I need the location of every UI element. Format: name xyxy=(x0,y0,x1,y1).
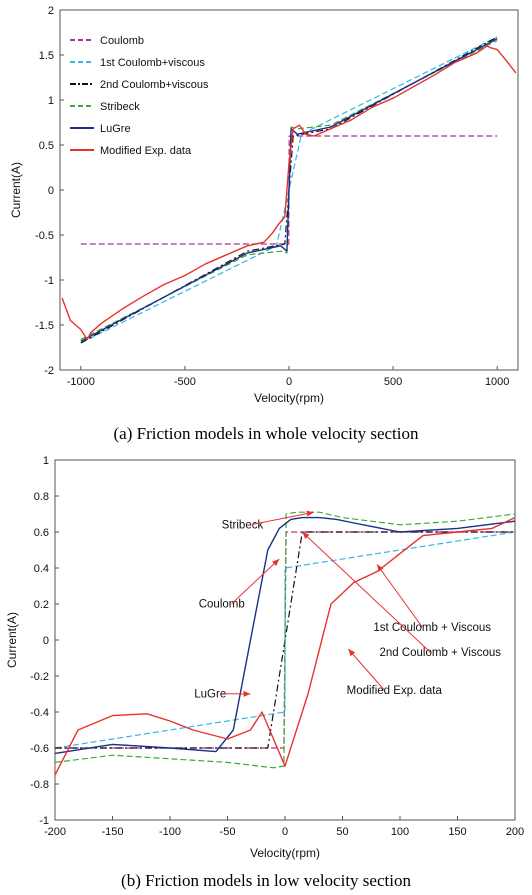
y-tick-label: 0 xyxy=(43,635,49,647)
x-tick-label: -1000 xyxy=(67,376,95,388)
legend-entry: Stribeck xyxy=(100,101,140,113)
chart-a-ticks: -1000 -500 0 500 1000 -2 -1.5 -1 -0.5 0 0.5 1 1.5 2 xyxy=(35,5,509,388)
y-tick-label: -1 xyxy=(44,275,54,287)
y-tick-label: -0.4 xyxy=(30,707,49,719)
annotation-label: 1st Coulomb + Viscous xyxy=(373,622,491,634)
chart-a-xlabel: Velocity(rpm) xyxy=(254,391,324,405)
series-line-lugre xyxy=(54,516,516,755)
x-tick-label: 0 xyxy=(282,826,288,838)
annotation-arrow xyxy=(347,648,385,691)
chart-b-series xyxy=(54,511,516,776)
annotation-arrowhead xyxy=(348,649,356,657)
y-tick-label: 1.5 xyxy=(39,50,54,62)
series-line-modified-exp-data xyxy=(61,45,517,341)
y-tick-label: 1 xyxy=(43,455,49,467)
x-tick-label: 200 xyxy=(506,826,524,838)
y-tick-label: -1 xyxy=(39,815,49,827)
annotation-label: Coulomb xyxy=(199,599,245,611)
y-tick-label: -0.2 xyxy=(30,671,49,683)
annotation-arrowhead xyxy=(243,690,251,697)
x-tick-label: 150 xyxy=(448,826,466,838)
series-line-2nd-coulomb-viscous xyxy=(80,36,498,344)
chart-b-xlabel: Velocity(rpm) xyxy=(250,846,320,860)
annotation-arrow xyxy=(376,564,423,628)
chart-b-caption: (b) Friction models in low velocity sect… xyxy=(121,871,411,890)
legend-entry: 2nd Coulomb+viscous xyxy=(100,79,209,91)
y-tick-label: 0.8 xyxy=(34,491,49,503)
y-tick-label: -0.8 xyxy=(30,779,49,791)
y-tick-label: 0.5 xyxy=(39,140,54,152)
chart-b-ylabel: Current(A) xyxy=(5,612,19,668)
series-line-modified-exp-data xyxy=(54,516,516,776)
x-tick-label: -500 xyxy=(174,376,196,388)
legend-entry: Coulomb xyxy=(100,35,144,47)
series-line-stribeck xyxy=(54,511,516,769)
legend-entry: 1st Coulomb+viscous xyxy=(100,57,205,69)
y-tick-label: -1.5 xyxy=(35,320,54,332)
series-line-lugre xyxy=(80,38,498,342)
chart-a-ylabel: Current(A) xyxy=(9,162,23,218)
x-tick-label: 0 xyxy=(286,376,292,388)
y-tick-label: 0 xyxy=(48,185,54,197)
legend-entry: Modified Exp. data xyxy=(100,145,192,157)
chart-b-ticks: -200 -150 -100 -50 0 50 100 150 200 -1 -0.8 -0.6 -0.… xyxy=(30,455,524,838)
annotation-arrowhead xyxy=(306,510,314,517)
y-tick-label: 1 xyxy=(48,95,54,107)
y-tick-label: -0.5 xyxy=(35,230,54,242)
y-tick-label: 0.4 xyxy=(34,563,49,575)
annotation-arrow xyxy=(252,511,314,525)
annotation-arrowhead xyxy=(377,564,384,572)
x-tick-label: 100 xyxy=(391,826,409,838)
x-tick-label: -100 xyxy=(159,826,181,838)
x-tick-label: 1000 xyxy=(485,376,509,388)
chart-a-legend: Coulomb 1st Coulomb+viscous 2nd Coulomb+vi… xyxy=(64,30,236,158)
y-tick-label: 0.6 xyxy=(34,527,49,539)
y-tick-label: -0.6 xyxy=(30,743,49,755)
annotation-arrow xyxy=(301,531,431,653)
x-tick-label: -150 xyxy=(101,826,123,838)
x-tick-label: 50 xyxy=(336,826,348,838)
y-tick-label: -2 xyxy=(44,365,54,377)
y-tick-label: 2 xyxy=(48,5,54,17)
y-tick-label: 0.2 xyxy=(34,599,49,611)
chart-b-annotations: Stribeck Coulomb 1st Coulomb + Viscous 2nd … xyxy=(194,510,501,701)
annotation-arrow xyxy=(231,558,280,604)
annotation-arrowhead xyxy=(302,532,310,539)
chart-b: -200 -150 -100 -50 0 50 100 150 200 -1 -0.8 -0.6 -0.… xyxy=(5,455,524,890)
chart-a-series xyxy=(61,36,517,344)
legend-entry: LuGre xyxy=(100,123,131,135)
annotation-label: Stribeck xyxy=(222,519,264,531)
annotation-label: LuGre xyxy=(194,689,226,701)
chart-a-caption: (a) Friction models in whole velocity se… xyxy=(114,424,419,443)
annotation-label: 2nd Coulomb + Viscous xyxy=(379,647,501,659)
legend-background xyxy=(64,30,236,158)
x-tick-label: -200 xyxy=(44,826,66,838)
annotation-arrowhead xyxy=(272,559,280,566)
chart-a: -1000 -500 0 500 1000 -2 -1.5 -1 -0.5 0 0.5 1 1.5 2 C… xyxy=(9,5,519,443)
annotation-label: Modified Exp. data xyxy=(347,685,443,697)
x-tick-label: 500 xyxy=(384,376,402,388)
x-tick-label: -50 xyxy=(220,826,236,838)
